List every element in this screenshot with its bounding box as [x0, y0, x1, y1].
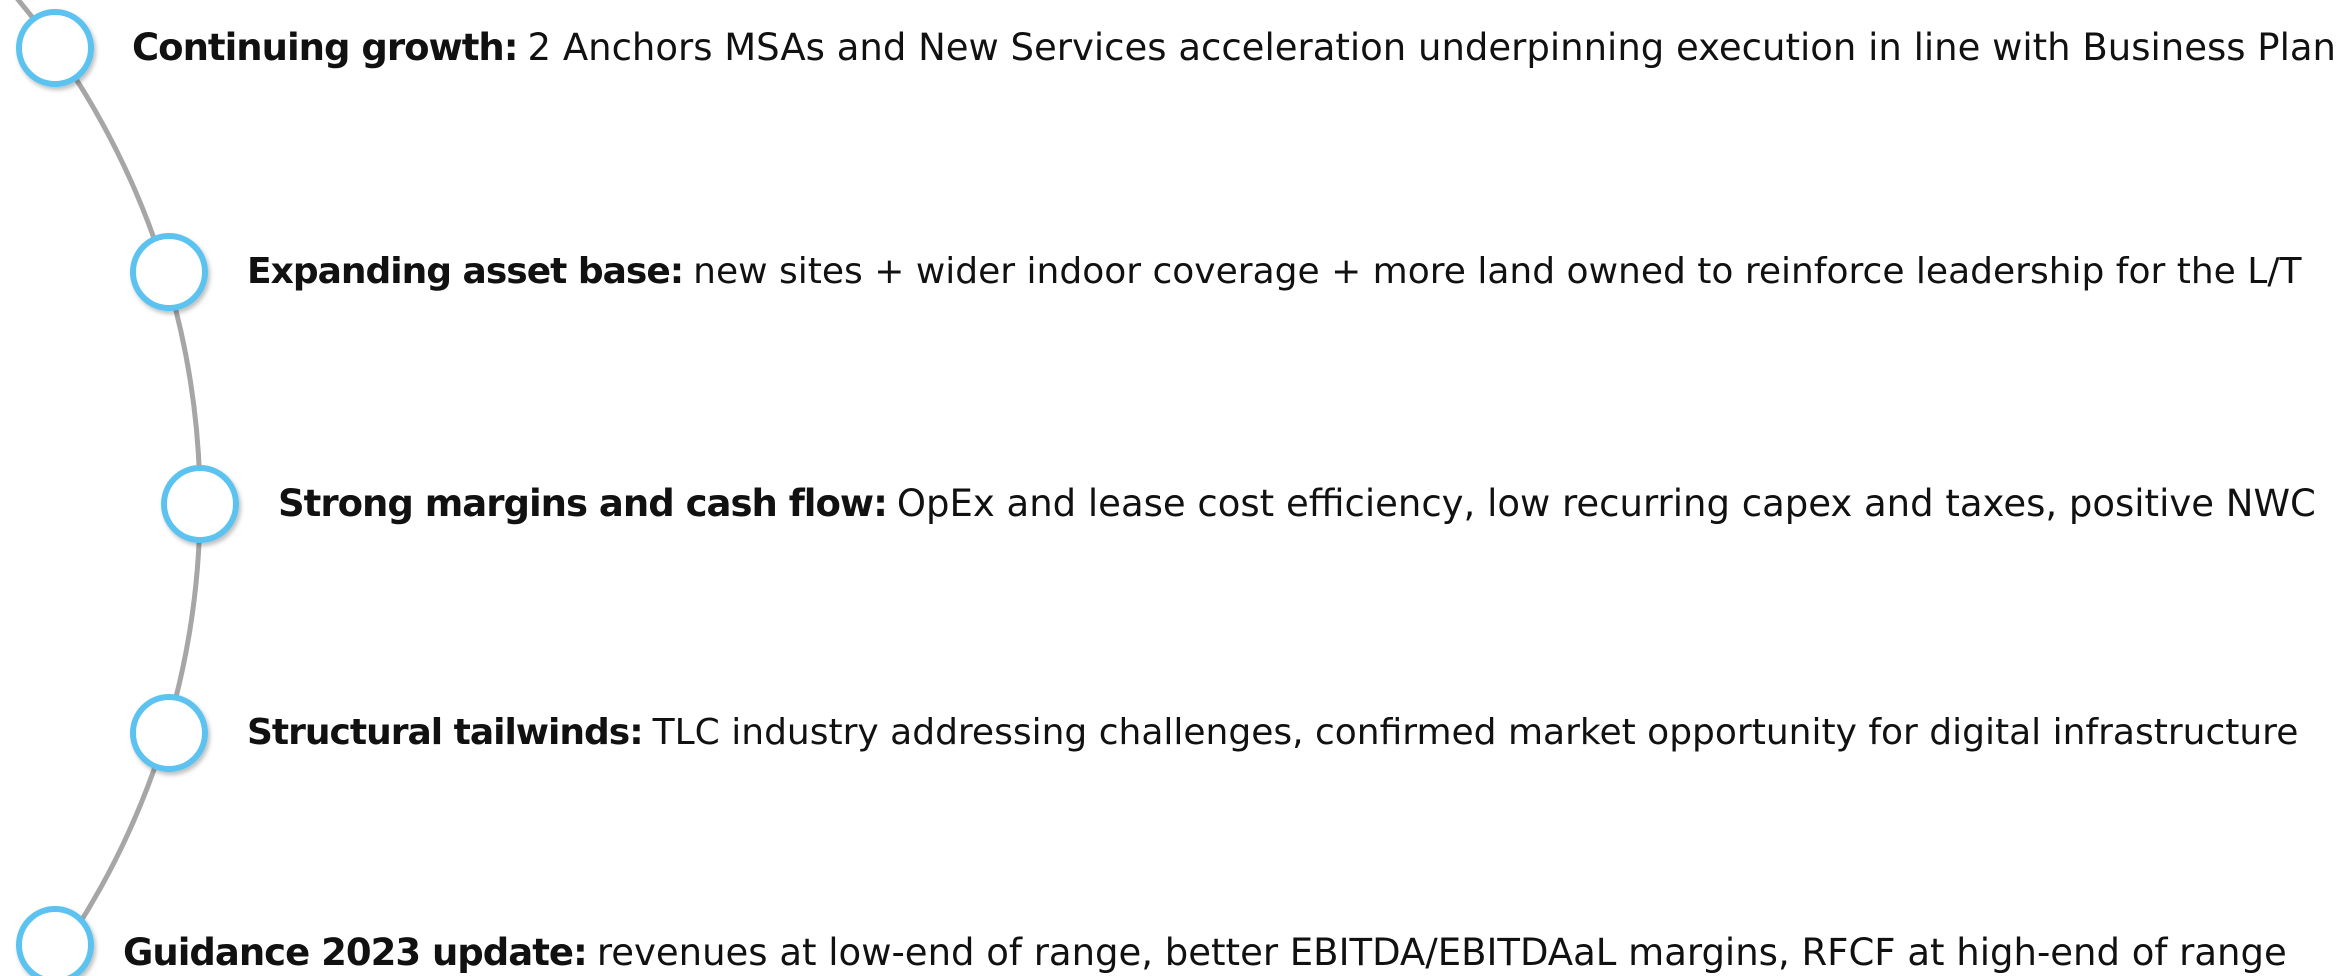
item-label: Strong margins and cash flow: — [278, 482, 888, 525]
item-text: new sites + wider indoor coverage + more… — [693, 251, 2302, 292]
nodes — [16, 9, 239, 976]
item-text: revenues at low-end of range, better EBI… — [596, 931, 2287, 974]
node — [16, 906, 94, 976]
item-text: 2 Anchors MSAs and New Services accelera… — [527, 26, 2336, 69]
item-text: OpEx and lease cost efficiency, low recu… — [896, 482, 2316, 525]
item: Guidance 2023 update: revenues at low-end… — [123, 931, 2287, 975]
item-label: Expanding asset base: — [247, 251, 684, 292]
item-label: Guidance 2023 update: — [123, 931, 588, 974]
item-label: Structural tailwinds: — [247, 712, 644, 753]
node — [161, 465, 239, 543]
item: Structural tailwinds: TLC industry addres… — [247, 711, 2298, 755]
node — [130, 694, 208, 772]
item: Expanding asset base: new sites + wider i… — [247, 250, 2301, 294]
item: Strong margins and cash flow: OpEx and le… — [278, 482, 2316, 526]
node — [16, 9, 94, 87]
item-label: Continuing growth: — [132, 26, 519, 69]
item-text: TLC industry addressing challenges, conf… — [652, 712, 2299, 753]
item: Continuing growth: 2 Anchors MSAs and New… — [132, 26, 2336, 70]
node — [130, 233, 208, 311]
